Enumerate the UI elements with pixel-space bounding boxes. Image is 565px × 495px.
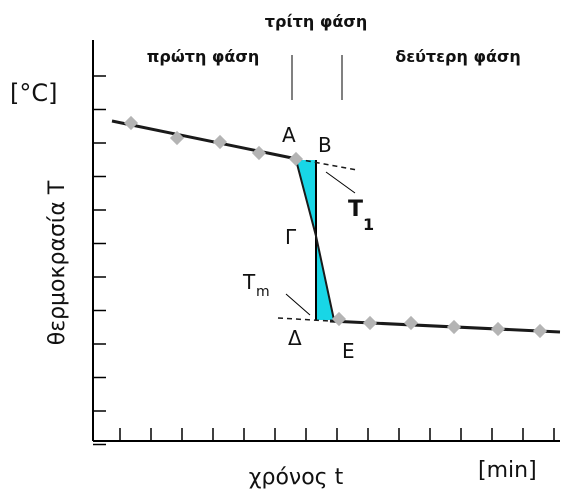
data-point bbox=[251, 145, 267, 161]
data-point bbox=[362, 315, 378, 331]
phase-second-label: δεύτερη φάση bbox=[395, 47, 521, 66]
t1-leader-line bbox=[325, 171, 356, 194]
point-label-b: B bbox=[318, 133, 332, 157]
label-t1-subscript: 1 bbox=[363, 215, 374, 234]
y-axis-ticks bbox=[93, 75, 106, 446]
phase-third-label: τρίτη φάση bbox=[265, 12, 367, 31]
y-axis-title: θερμοκρασία T bbox=[45, 180, 70, 345]
point-label-a: A bbox=[282, 123, 296, 147]
label-t1: T bbox=[348, 197, 363, 222]
x-unit-label: [min] bbox=[478, 458, 537, 483]
transition-curve bbox=[295, 159, 335, 321]
data-point bbox=[169, 130, 185, 146]
data-point bbox=[212, 134, 228, 150]
data-point bbox=[331, 311, 347, 327]
label-tm-subscript: m bbox=[256, 284, 270, 300]
x-axis-ticks bbox=[119, 428, 555, 441]
point-label-d: Δ bbox=[288, 326, 302, 350]
label-tm: T bbox=[242, 270, 256, 294]
tm-leader-line bbox=[285, 293, 311, 316]
point-label-e: E bbox=[342, 339, 355, 363]
first-phase-extension bbox=[296, 158, 358, 171]
data-point bbox=[490, 321, 506, 337]
data-point bbox=[123, 115, 139, 131]
data-point bbox=[288, 151, 304, 167]
phase-first-label: πρώτη φάση bbox=[147, 47, 260, 66]
x-axis-title: χρόνος t bbox=[249, 465, 344, 490]
data-point bbox=[403, 315, 419, 331]
data-point bbox=[446, 319, 462, 335]
y-unit-label: [°C] bbox=[10, 79, 57, 107]
data-point bbox=[532, 323, 548, 339]
first-phase-line bbox=[111, 119, 298, 161]
point-label-g: Γ bbox=[285, 225, 297, 249]
